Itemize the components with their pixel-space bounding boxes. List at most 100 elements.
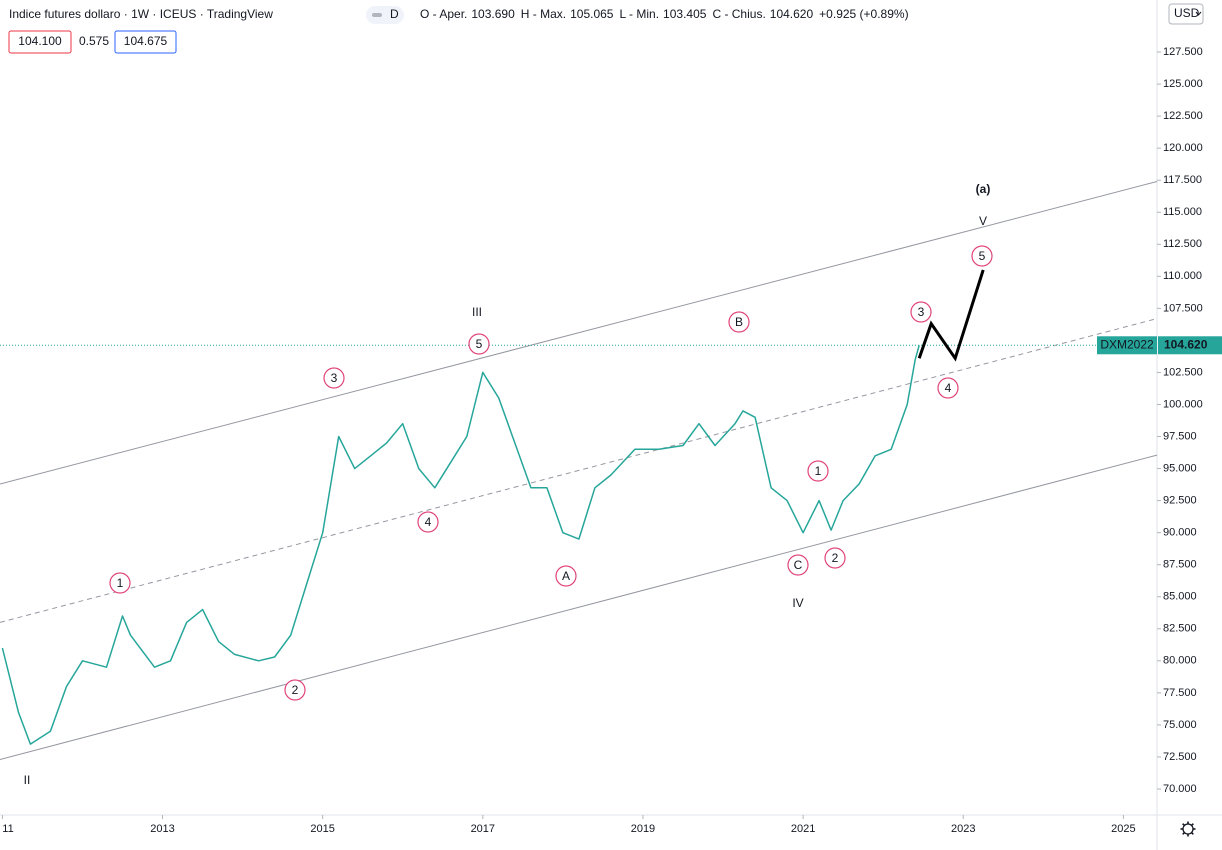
wave-label: 2 (832, 551, 839, 565)
wave-circle (468, 333, 490, 355)
badge-bg (366, 6, 404, 24)
wave-circle (787, 554, 809, 576)
wave-circle (323, 367, 345, 389)
price-box (8, 30, 72, 54)
price-tag: 104.620 (1164, 337, 1208, 351)
wave-label: 2 (292, 683, 299, 697)
wave-circle (555, 565, 577, 587)
ohlc-change: +0.925 (+0.89%) (819, 7, 908, 21)
badge-dot (372, 13, 382, 17)
wave-circle (417, 511, 439, 533)
y-tick-label: 127.500 (1163, 46, 1203, 58)
wave-label: 3 (331, 371, 338, 385)
y-tick-label: 90.000 (1163, 527, 1197, 539)
ohlc-label: H - Max. (521, 7, 566, 21)
y-tick-label: 112.500 (1163, 238, 1202, 250)
wave-label: B (735, 315, 743, 329)
currency-caret[interactable] (1195, 11, 1202, 16)
wave-label: 5 (476, 337, 483, 351)
x-tick-label: 2017 (471, 823, 495, 835)
ohlc-value: 103.405 (663, 7, 707, 21)
ohlc-label: L - Min. (619, 7, 659, 21)
wave-circle (284, 679, 306, 701)
price-box-text: 104.675 (124, 34, 168, 48)
y-tick-label: 125.000 (1163, 78, 1203, 90)
y-tick-label: 110.000 (1163, 270, 1202, 282)
wave-label: C (794, 558, 803, 572)
channel-line (0, 181, 1158, 485)
wave-label: 1 (117, 576, 124, 590)
wave-label: IV (792, 596, 803, 610)
y-tick-label: 77.500 (1163, 687, 1197, 699)
wave-label: A (562, 569, 570, 583)
wave-label: III (472, 305, 482, 319)
wave-circle (824, 547, 846, 569)
y-tick-label: 122.500 (1163, 110, 1203, 122)
header: Indice futures dollaro · 1W · ICEUS · Tr… (8, 3, 1204, 54)
x-tick-label: 2015 (310, 823, 334, 835)
badge: D (390, 7, 399, 21)
price-box-text: 0.575 (79, 34, 109, 48)
wave-circle (109, 572, 131, 594)
y-tick-label: 115.000 (1163, 206, 1202, 218)
series-tag-bg (1097, 336, 1157, 355)
x-tick-label: 2013 (150, 823, 174, 835)
wave-label: 5 (979, 249, 986, 263)
ohlc-value: 105.065 (570, 7, 614, 21)
y-tick-label: 120.000 (1163, 142, 1203, 154)
y-tick-label: 92.500 (1163, 495, 1197, 507)
channel-line (0, 454, 1158, 760)
x-tick-label: 11 (2, 823, 13, 835)
y-tick-label: 97.500 (1163, 430, 1197, 442)
price-line (1, 345, 920, 745)
wave-circle (807, 460, 829, 482)
y-tick-label: 70.000 (1163, 783, 1197, 795)
wave-label: V (979, 214, 987, 228)
y-tick-label: 85.000 (1163, 591, 1197, 603)
channel-line (0, 318, 1158, 623)
wave-label: (a) (976, 182, 991, 196)
plot-area: II 1 2 3 4 5 III A B C IV 1 2 3 4 5 V (a) (0, 181, 1158, 787)
settings-icon-tooth[interactable] (1190, 831, 1194, 835)
y-tick-label: 100.000 (1163, 398, 1203, 410)
y-tick-label: 107.500 (1163, 302, 1203, 314)
price-tag-bg (1158, 336, 1222, 355)
x-tick-label: 2019 (631, 823, 655, 835)
price-box-text: 104.100 (18, 34, 62, 48)
y-tick-label: 72.500 (1163, 751, 1197, 763)
wave-label: 3 (918, 305, 925, 319)
settings-icon-tooth[interactable] (1190, 823, 1194, 827)
projection-line (917, 269, 985, 362)
y-tick-label: 87.500 (1163, 559, 1197, 571)
currency-button[interactable] (1168, 3, 1204, 25)
y-tick-label: 117.500 (1163, 174, 1202, 186)
wave-label: 4 (425, 515, 432, 529)
x-tick-label: 2021 (791, 823, 815, 835)
y-tick-label: 95.000 (1163, 462, 1197, 474)
wave-circle (910, 301, 932, 323)
y-tick-label: 82.500 (1163, 623, 1197, 635)
wave-circle (971, 245, 993, 267)
x-tick-label: 2025 (1111, 823, 1135, 835)
wave-label: 1 (815, 464, 822, 478)
currency[interactable]: USD (1174, 6, 1200, 20)
y-tick-label: 75.000 (1163, 719, 1197, 731)
ohlc-label: C - Chius. (712, 7, 765, 21)
y-tick-label: 80.000 (1163, 655, 1197, 667)
wave-circle (937, 377, 959, 399)
x-tick-label: 2023 (951, 823, 975, 835)
series-tag: DXM2022 (1100, 337, 1154, 351)
y-tick-label: 102.500 (1163, 366, 1203, 378)
wave-circle (728, 311, 750, 333)
chart-title: Indice futures dollaro · 1W · ICEUS · Tr… (9, 7, 273, 21)
settings-icon-tooth[interactable] (1182, 823, 1186, 827)
wave-label: 4 (945, 381, 952, 395)
wave-label: II (24, 773, 31, 787)
settings-icon-tooth[interactable] (1182, 831, 1186, 835)
settings-icon[interactable] (1180, 821, 1196, 837)
ohlc-value: 103.690 (471, 7, 515, 21)
ohlc-value: 104.620 (770, 7, 814, 21)
price-box (114, 30, 177, 54)
